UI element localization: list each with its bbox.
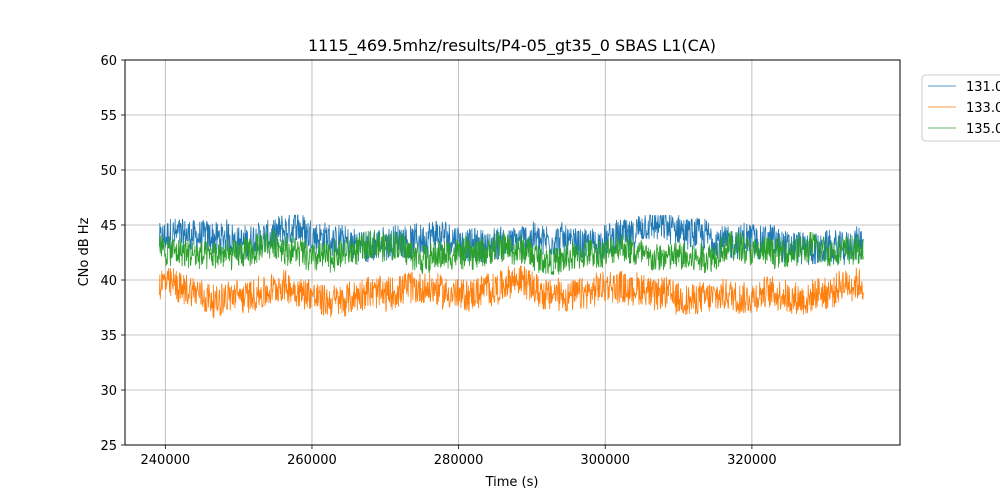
y-axis-label: CNo dB Hz bbox=[77, 217, 92, 286]
x-tick-label: 280000 bbox=[434, 453, 484, 468]
series-line-135.0 bbox=[159, 228, 864, 275]
x-tick-label: 320000 bbox=[727, 453, 777, 468]
y-tick-label: 60 bbox=[100, 54, 117, 69]
y-tick-label: 45 bbox=[100, 219, 117, 234]
legend-entry-label: 131.0 bbox=[966, 80, 1000, 95]
series-layer bbox=[159, 214, 864, 319]
y-tick-label: 50 bbox=[100, 164, 117, 179]
axes-frame bbox=[124, 59, 901, 446]
y-tick-label: 25 bbox=[100, 439, 117, 454]
y-axis: 25 30 35 40 45 50 55 60 bbox=[100, 54, 125, 454]
legend-box bbox=[921, 74, 1000, 142]
y-tick-label: 40 bbox=[100, 274, 117, 289]
x-axis: 240000 260000 280000 300000 320000 bbox=[141, 445, 777, 468]
x-tick-label: 260000 bbox=[287, 453, 337, 468]
series-line-133.0 bbox=[159, 265, 864, 319]
legend-entry-label: 133.0 bbox=[966, 101, 1000, 116]
x-tick-label: 240000 bbox=[141, 453, 191, 468]
x-tick-label: 300000 bbox=[580, 453, 630, 468]
legend-entry-label: 135.0 bbox=[966, 122, 1000, 137]
y-tick-label: 55 bbox=[100, 109, 117, 124]
chart-title: 1115_469.5mhz/results/P4-05_gt35_0 SBAS … bbox=[308, 36, 716, 56]
series-line-131.0 bbox=[159, 214, 864, 265]
legend: 131.0 133.0 135.0 bbox=[921, 74, 1000, 142]
y-tick-label: 30 bbox=[100, 384, 117, 399]
y-tick-label: 35 bbox=[100, 329, 117, 344]
x-axis-label: Time (s) bbox=[485, 475, 539, 490]
